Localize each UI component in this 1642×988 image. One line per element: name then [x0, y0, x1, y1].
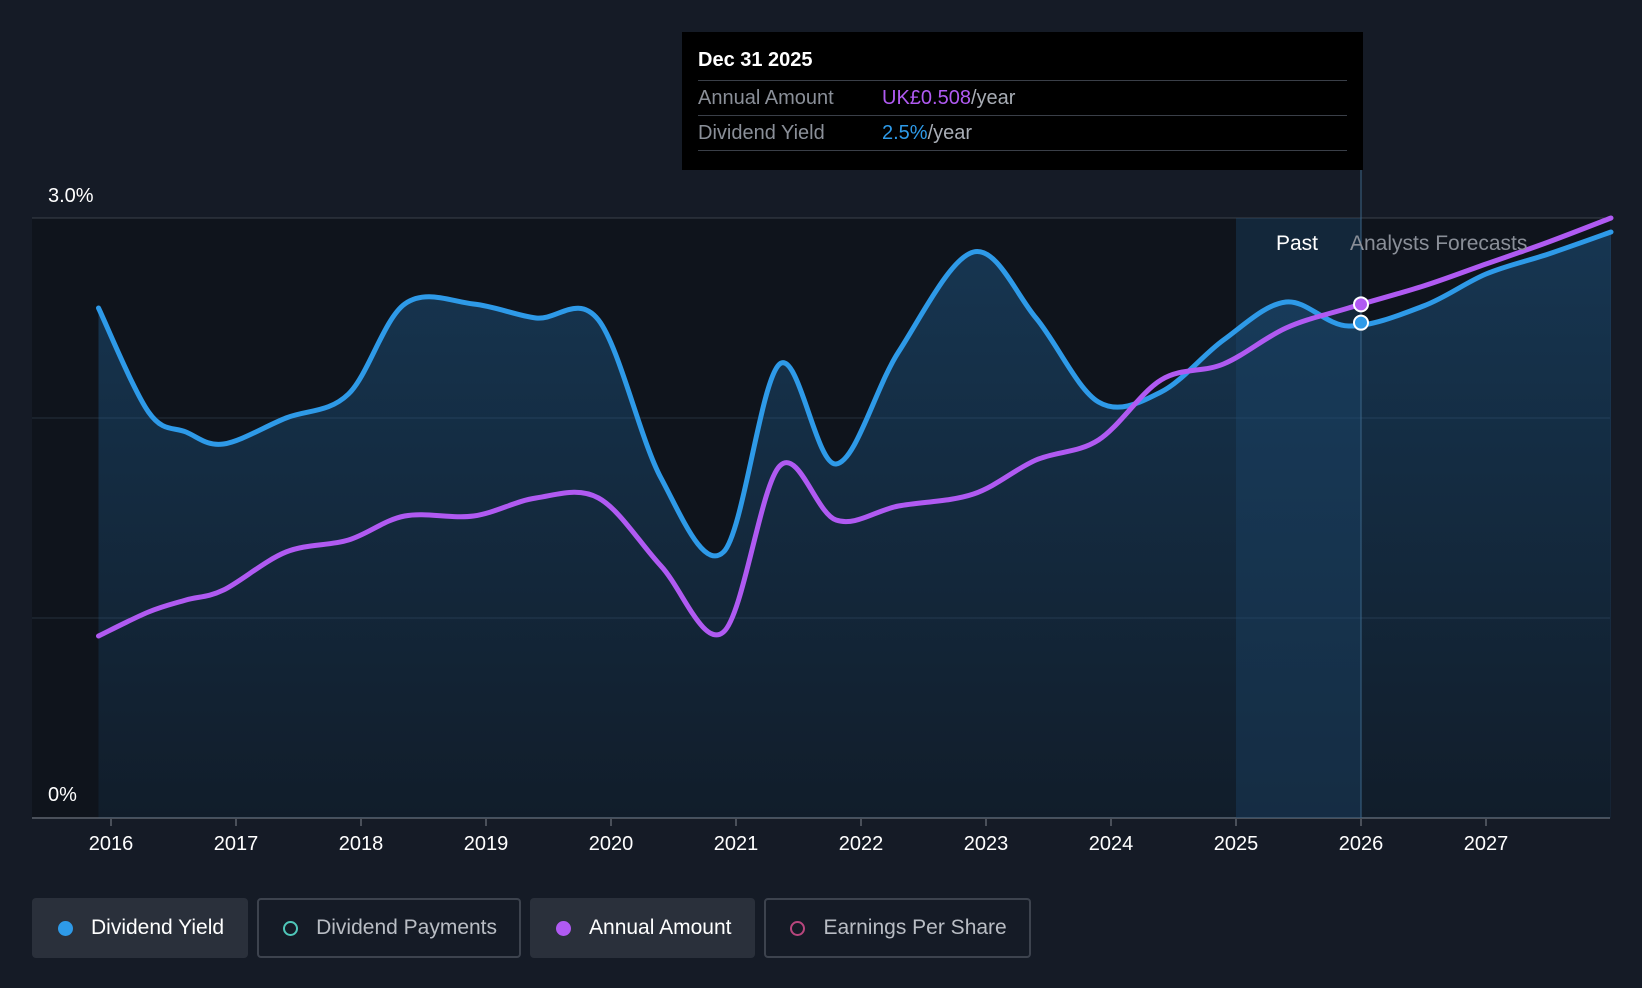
x-tick-label: 2019 [464, 833, 509, 855]
dividend-payments-ring-icon [283, 920, 299, 936]
x-tick-label: 2025 [1214, 833, 1259, 855]
dividend-yield-line[interactable] [96, 229, 1614, 559]
tooltip-dividend-yield-value: 2.5% [882, 122, 928, 144]
x-tick-label: 2023 [964, 833, 1009, 855]
forecast-label: Analysts Forecasts [1350, 232, 1527, 255]
legend-dividend-yield-button[interactable]: Dividend Yield [32, 898, 249, 958]
x-tick-label: 2017 [214, 833, 259, 855]
dividend-yield-area [98, 232, 1611, 818]
annual-amount-dot-icon [556, 920, 572, 936]
earnings-per-share-ring-icon [790, 920, 806, 936]
tooltip: Dec 31 2025 Annual Amount UK£0.508 /year… [682, 32, 1363, 170]
legend-label: Earnings Per Share [823, 916, 1007, 939]
tooltip-annual-amount-value: UK£0.508 [882, 87, 971, 109]
past-highlight-band [1236, 218, 1361, 818]
dividend-yield-dot-icon [58, 920, 73, 936]
dividend-yield-marker[interactable] [1353, 314, 1369, 331]
legend-earnings-per-share-button[interactable]: Earnings Per Share [764, 898, 1031, 958]
tooltip-dividend-yield-row: Dividend Yield 2.5% /year [698, 116, 1347, 151]
legend-dividend-payments-button[interactable]: Dividend Payments [257, 898, 522, 958]
x-tick-label: 2024 [1089, 833, 1134, 855]
legend-label: Annual Amount [589, 916, 732, 939]
x-tick-label: 2022 [839, 833, 884, 855]
past-label: Past [1276, 232, 1318, 255]
annual-amount-marker[interactable] [1353, 296, 1369, 313]
legend-annual-amount-button[interactable]: Annual Amount [530, 898, 756, 958]
tooltip-dividend-yield-label: Dividend Yield [698, 122, 825, 144]
tooltip-dividend-yield-unit: /year [927, 122, 973, 144]
x-tick-label: 2016 [89, 833, 134, 855]
x-tick-label: 2021 [714, 833, 759, 855]
x-tick-label: 2027 [1464, 833, 1509, 855]
tooltip-annual-amount-unit: /year [970, 87, 1016, 109]
annual-amount-line[interactable] [96, 215, 1614, 639]
x-tick-label: 2018 [339, 833, 384, 855]
legend-label: Dividend Payments [316, 916, 498, 939]
y-tick-label-bottom: 0% [48, 784, 77, 806]
x-tick-label: 2026 [1339, 833, 1384, 855]
tooltip-annual-amount-label: Annual Amount [698, 87, 834, 109]
tooltip-annual-amount-row: Annual Amount UK£0.508 /year [698, 81, 1347, 116]
legend-label: Dividend Yield [91, 916, 225, 939]
tooltip-date: Dec 31 2025 [698, 46, 1347, 81]
x-tick-label: 2020 [589, 833, 634, 855]
y-tick-label-top: 3.0% [48, 185, 94, 207]
legend: Dividend Yield Dividend Payments Annual … [32, 898, 1031, 958]
